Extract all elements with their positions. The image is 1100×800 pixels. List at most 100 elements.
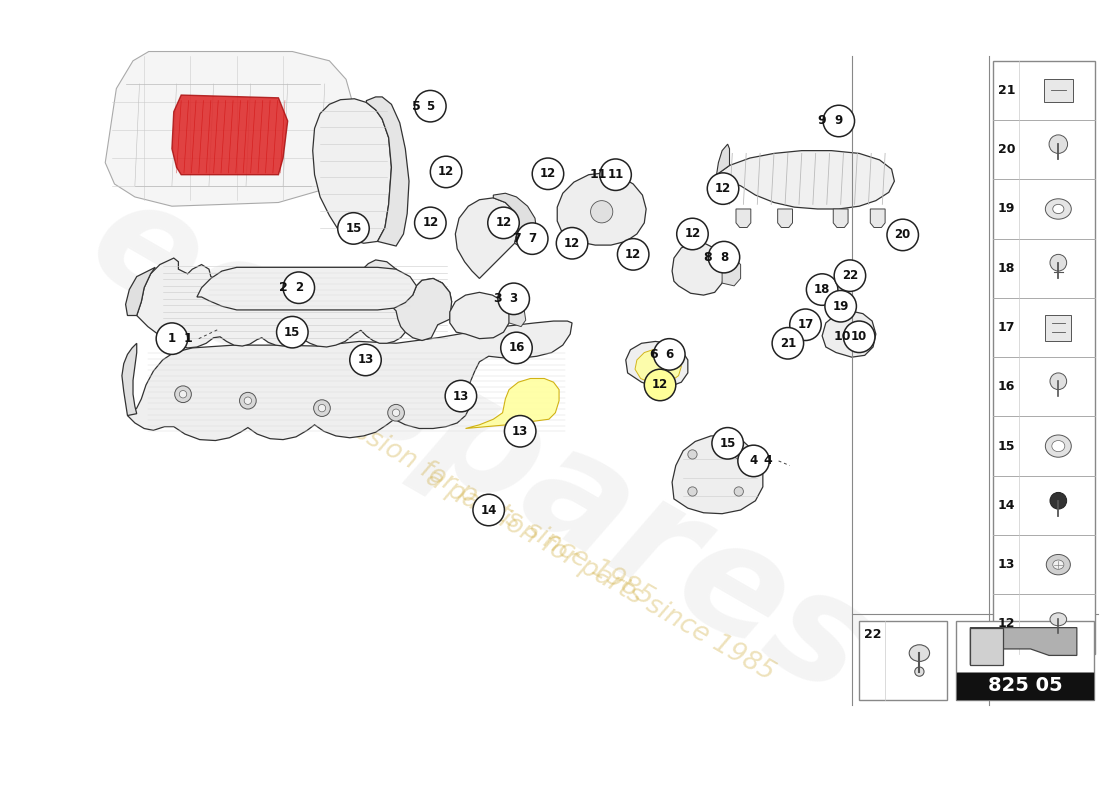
Circle shape [806,274,838,306]
Text: a passion for parts since 1985: a passion for parts since 1985 [421,464,779,686]
Text: 12: 12 [422,216,439,230]
Polygon shape [970,628,1003,665]
Circle shape [393,409,399,417]
Circle shape [156,323,188,354]
Text: 4: 4 [763,454,772,467]
Polygon shape [465,378,559,429]
Text: 15: 15 [284,326,300,338]
Text: 14: 14 [998,499,1015,512]
Ellipse shape [1053,560,1064,570]
Circle shape [844,321,875,353]
Circle shape [505,415,536,447]
Polygon shape [312,98,392,243]
Polygon shape [626,342,688,387]
Text: 5: 5 [412,100,421,113]
Text: 1: 1 [168,332,176,345]
Circle shape [734,487,744,496]
Circle shape [500,332,532,364]
Polygon shape [493,194,537,249]
Text: 825 05: 825 05 [988,677,1063,695]
Text: 17: 17 [998,321,1015,334]
Polygon shape [455,198,518,278]
Text: 12: 12 [564,237,580,250]
Polygon shape [172,95,288,174]
Polygon shape [870,209,886,227]
Ellipse shape [1050,613,1067,626]
Text: 12: 12 [684,227,701,241]
Bar [859,621,947,700]
Text: 9: 9 [817,114,826,127]
Text: 3: 3 [509,292,518,306]
Text: 21: 21 [780,337,796,350]
Circle shape [772,327,804,359]
Polygon shape [672,243,725,295]
Text: 22: 22 [842,269,858,282]
Polygon shape [509,302,526,326]
Ellipse shape [1045,198,1071,219]
Circle shape [707,173,739,204]
Circle shape [834,260,866,291]
Text: 17: 17 [798,318,814,331]
Text: 18: 18 [814,283,830,296]
Text: 12: 12 [438,166,454,178]
Circle shape [688,450,697,459]
Circle shape [240,392,256,409]
Text: 22: 22 [865,628,882,641]
Text: 15: 15 [719,437,736,450]
Polygon shape [833,209,848,227]
Circle shape [825,290,857,322]
Circle shape [591,201,613,223]
Circle shape [676,218,708,250]
Text: 20: 20 [998,143,1015,156]
Text: 4: 4 [749,454,758,467]
Text: 10: 10 [834,330,851,343]
Text: 14: 14 [481,503,497,517]
Text: 2: 2 [278,282,287,294]
Polygon shape [122,343,136,415]
Circle shape [175,386,191,402]
Polygon shape [736,209,751,227]
Ellipse shape [1053,204,1064,214]
Circle shape [887,219,918,250]
Circle shape [415,207,447,238]
Text: 15: 15 [345,222,362,235]
Circle shape [517,223,548,254]
Text: 19: 19 [998,202,1015,215]
Circle shape [823,106,855,137]
Text: 21: 21 [998,84,1015,97]
Circle shape [653,338,685,370]
Circle shape [1049,135,1068,154]
Circle shape [350,344,382,376]
Circle shape [338,213,370,244]
Ellipse shape [1045,435,1071,458]
Text: 7: 7 [513,232,521,245]
Circle shape [430,156,462,188]
Circle shape [473,494,505,526]
Text: 6: 6 [649,348,658,361]
Circle shape [276,317,308,348]
Text: 12: 12 [625,248,641,261]
Text: 7: 7 [528,232,537,245]
Text: ecospares: ecospares [65,162,894,728]
Bar [956,672,1093,700]
Polygon shape [778,209,792,227]
Text: 8: 8 [719,250,728,264]
Text: 5: 5 [426,100,434,113]
Circle shape [498,283,529,314]
Polygon shape [672,436,763,514]
Text: 3: 3 [494,292,503,306]
Polygon shape [716,150,894,209]
Text: 11: 11 [590,168,607,182]
Text: 12: 12 [652,378,668,391]
Polygon shape [106,51,352,206]
Polygon shape [970,628,1077,665]
Text: 18: 18 [998,262,1015,274]
Text: 6: 6 [666,348,673,361]
Polygon shape [822,311,876,357]
Text: 12: 12 [540,167,557,180]
Polygon shape [358,260,452,341]
Polygon shape [366,97,409,246]
Text: 11: 11 [607,168,624,182]
Bar [993,61,1096,654]
Text: 12: 12 [715,182,732,195]
